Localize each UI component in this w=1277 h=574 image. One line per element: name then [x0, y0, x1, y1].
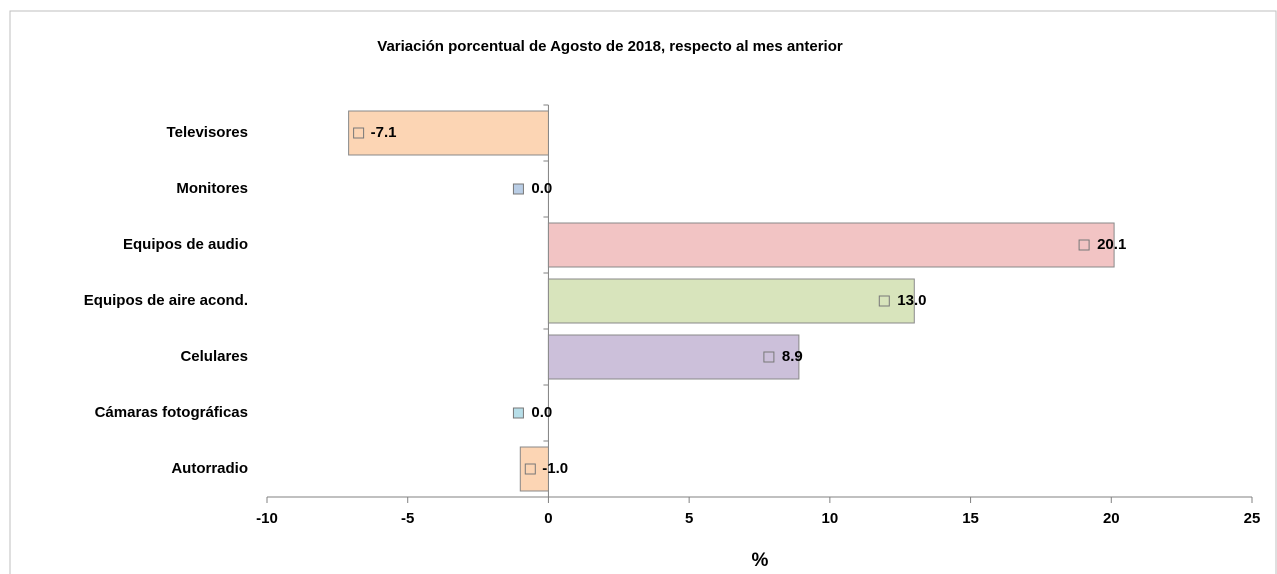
- bar: [547, 334, 800, 380]
- y-tick-label: Equipos de aire acond.: [84, 292, 248, 309]
- x-tick-label: 20: [1103, 510, 1120, 527]
- data-label: -7.1: [371, 124, 397, 141]
- bar: [547, 278, 915, 324]
- x-tick-label: -10: [256, 510, 278, 527]
- label-marker: [512, 183, 524, 195]
- label-marker: [353, 127, 365, 139]
- label-marker: [1078, 239, 1090, 251]
- data-label: 8.9: [782, 348, 803, 365]
- x-tick-label: 0: [544, 510, 552, 527]
- x-tick-label: 5: [685, 510, 693, 527]
- label-marker: [512, 407, 524, 419]
- label-marker: [524, 463, 536, 475]
- chart-title: Variación porcentual de Agosto de 2018, …: [377, 38, 843, 55]
- x-tick-label: 15: [962, 510, 979, 527]
- data-label: 20.1: [1097, 236, 1126, 253]
- x-tick-label: 10: [822, 510, 839, 527]
- data-label: 13.0: [897, 292, 926, 309]
- label-marker: [878, 295, 890, 307]
- data-label: 0.0: [531, 404, 552, 421]
- label-marker: [763, 351, 775, 363]
- y-tick-label: Cámaras fotográficas: [95, 404, 248, 421]
- y-tick-label: Celulares: [180, 348, 248, 365]
- y-tick-label: Televisores: [167, 124, 248, 141]
- bar: [547, 222, 1115, 268]
- x-axis-label: %: [752, 550, 769, 571]
- y-tick-label: Autorradio: [171, 460, 248, 477]
- x-tick-label: -5: [401, 510, 414, 527]
- y-tick-label: Equipos de audio: [123, 236, 248, 253]
- y-tick-label: Monitores: [176, 180, 248, 197]
- data-label: -1.0: [542, 460, 568, 477]
- data-label: 0.0: [531, 180, 552, 197]
- bar: [348, 110, 549, 156]
- x-tick-label: 25: [1244, 510, 1261, 527]
